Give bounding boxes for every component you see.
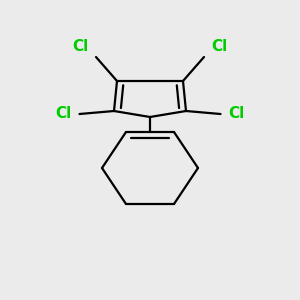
Text: Cl: Cl bbox=[56, 106, 72, 122]
Text: Cl: Cl bbox=[228, 106, 244, 122]
Text: Cl: Cl bbox=[212, 39, 228, 54]
Text: Cl: Cl bbox=[72, 39, 88, 54]
